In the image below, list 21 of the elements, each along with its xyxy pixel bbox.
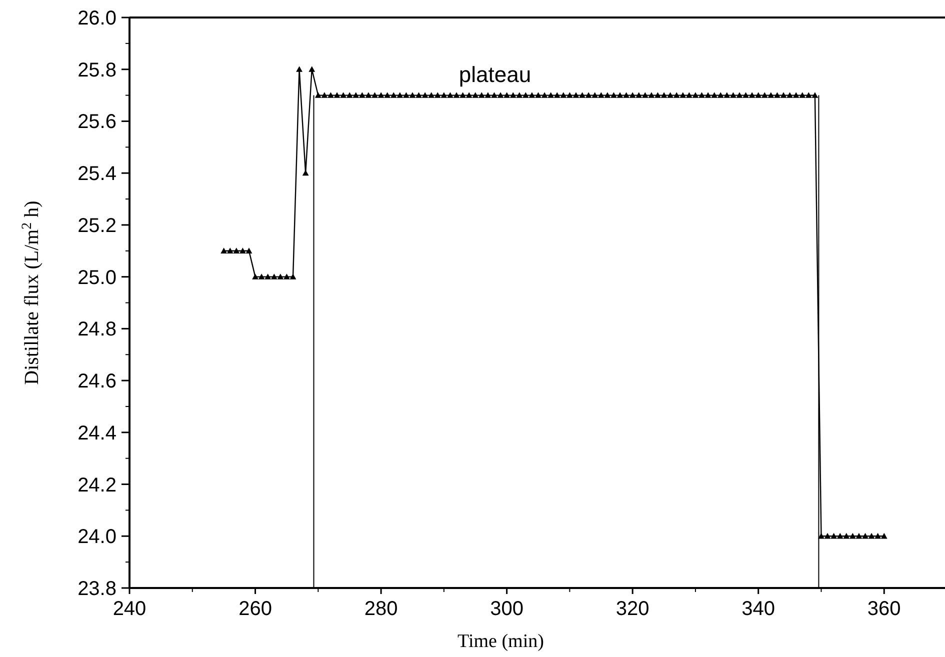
y-tick-label: 24.8: [78, 318, 116, 341]
y-tick-label: 24.2: [78, 474, 116, 496]
y-tick-label: 26.0: [78, 8, 116, 30]
y-tick-label: 25.8: [78, 59, 116, 82]
x-tick-label: 280: [364, 598, 398, 620]
x-tick-label: 240: [112, 598, 146, 620]
y-tick-label: 25.0: [78, 266, 116, 289]
y-tick-label: 25.4: [78, 163, 116, 186]
y-tick-label: 23.8: [78, 578, 116, 600]
y-tick-label: 24.0: [78, 526, 116, 548]
x-tick-label: 260: [238, 598, 272, 620]
x-tick-label: 320: [616, 598, 650, 620]
x-tick-label: 360: [867, 598, 901, 620]
x-tick-label: 300: [490, 598, 524, 620]
y-tick-label: 25.2: [78, 214, 116, 237]
x-axis-title: Time (min): [458, 631, 544, 652]
annotation: plateau: [458, 62, 532, 87]
y-tick-label: 24.6: [78, 370, 116, 393]
y-tick-label: 24.4: [78, 422, 116, 444]
y-tick-label: 25.6: [78, 111, 116, 134]
x-tick-label: 340: [742, 598, 776, 620]
